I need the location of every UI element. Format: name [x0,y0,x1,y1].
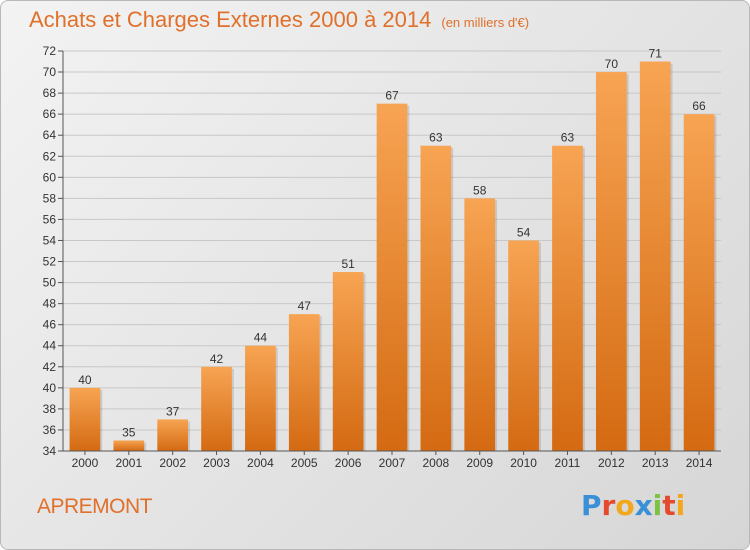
bar-value-label: 37 [166,404,180,418]
y-tick-label: 44 [43,339,57,353]
bar [332,272,364,451]
bar-value-label: 63 [429,131,443,145]
bar-value-label: 54 [517,225,531,239]
proxiti-logo: Proxiti [581,489,685,522]
logo-letter: i [675,489,686,522]
y-tick-label: 34 [43,444,57,458]
logo-letter: P [581,489,602,522]
bar-value-label: 40 [78,373,92,387]
x-tick-label: 2012 [598,456,625,470]
bar-value-label: 58 [473,183,487,197]
bar-value-label: 44 [254,331,268,345]
x-tick-label: 2002 [159,456,186,470]
x-tick-label: 2006 [335,456,362,470]
logo-letter: i [652,489,663,522]
bar [639,61,671,452]
x-tick-label: 2014 [686,456,713,470]
x-tick-label: 2001 [115,456,142,470]
y-tick-label: 40 [43,381,57,395]
y-tick-label: 62 [43,149,57,163]
axes [58,50,721,455]
bar-value-label: 67 [385,89,399,103]
x-tick-label: 2007 [379,456,406,470]
bar [288,314,320,451]
bar [376,103,408,451]
bar [595,72,627,451]
x-tick-label: 2013 [642,456,669,470]
x-tick-label: 2009 [466,456,493,470]
bar-value-label: 42 [210,352,224,366]
bar [420,145,452,451]
y-tick-label: 54 [43,233,57,247]
place-name: APREMONT [37,495,153,518]
bar-value-label: 71 [649,47,663,61]
bar [201,366,232,451]
x-tick-label: 2008 [423,456,450,470]
x-tick-label: 2011 [555,456,581,470]
logo-letter: t [662,489,676,522]
y-tick-label: 60 [43,170,57,184]
logo-letter: o [615,489,635,522]
y-tick-label: 72 [43,44,57,58]
logo-letter: r [601,489,616,522]
x-tick-label: 2004 [247,456,274,470]
bar [508,240,539,451]
x-tick-label: 2003 [203,456,230,470]
chart-title: Achats et Charges Externes 2000 à 2014 (e… [29,7,529,33]
y-tick-label: 70 [43,65,57,79]
bar [157,419,189,451]
y-tick-label: 68 [43,86,57,100]
y-tick-label: 46 [43,318,57,332]
bar-value-label: 47 [298,299,312,313]
y-tick-label: 56 [43,212,57,226]
y-tick-label: 42 [43,360,57,374]
labels: 34 36 38 40 42 44 46 48 50 52 54 56 58 60 62 64 66 68 70 72… [43,44,713,470]
bar-value-label: 51 [341,257,355,271]
y-tick-label: 64 [43,128,57,142]
bar-value-label: 70 [605,57,619,71]
y-tick-label: 48 [43,297,57,311]
bar [245,345,276,451]
bar [464,198,496,451]
y-tick-label: 38 [43,402,57,416]
logo-letter: x [634,489,653,522]
x-tick-label: 2000 [72,456,99,470]
bar-value-label: 35 [122,425,136,439]
y-tick-label: 58 [43,191,57,205]
bar-value-label: 63 [561,131,575,145]
bar [113,440,145,451]
y-tick-label: 66 [43,107,57,121]
bar [69,387,101,451]
chart-subtitle: (en milliers d'€) [441,15,530,30]
bar [552,145,583,451]
bar-value-label: 66 [692,99,706,113]
x-tick-label: 2005 [291,456,318,470]
chart-title-text: Achats et Charges Externes 2000 à 2014 [29,7,432,32]
y-tick-label: 36 [43,423,57,437]
x-tick-label: 2010 [510,456,537,470]
y-tick-label: 50 [43,276,57,290]
bars [69,61,717,452]
y-tick-label: 52 [43,255,57,269]
bar [683,114,715,451]
